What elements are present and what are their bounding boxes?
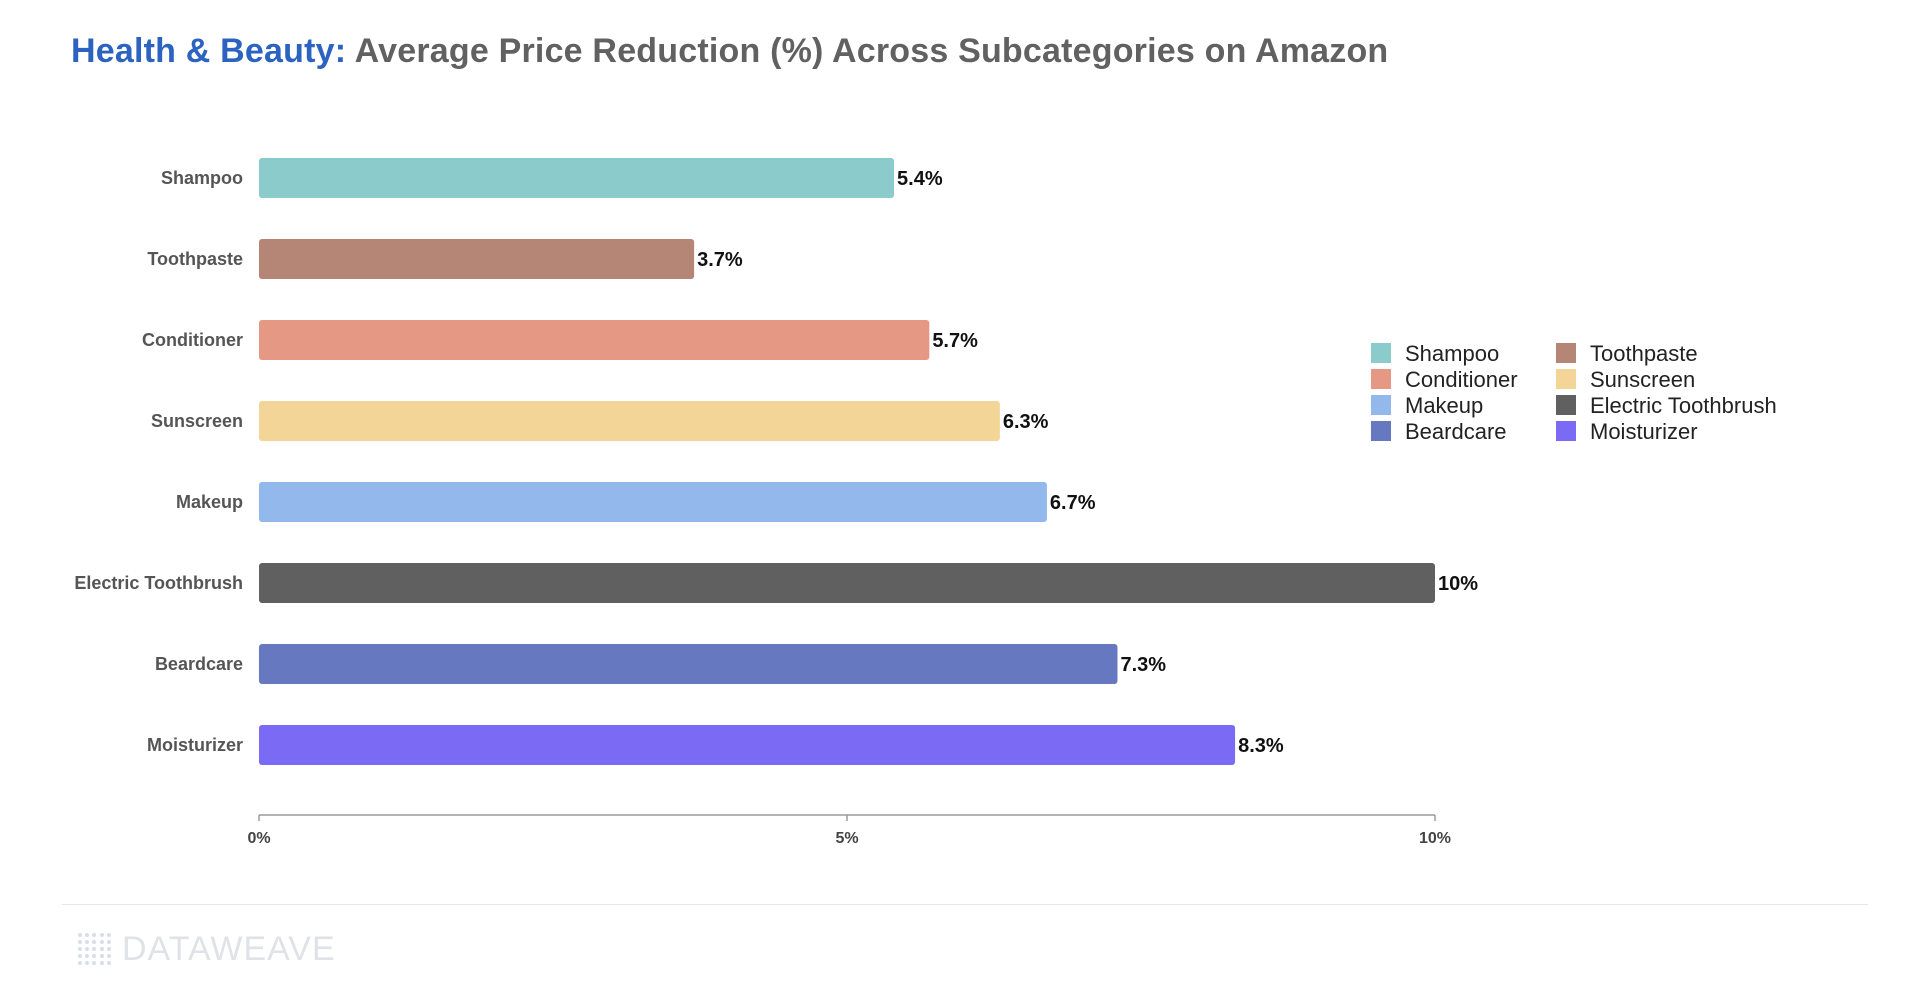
- legend-swatch-sunscreen: [1556, 369, 1576, 389]
- x-tick-label-0: 0%: [247, 830, 270, 847]
- category-label-electric-toothbrush: Electric Toothbrush: [74, 573, 243, 593]
- brand-watermark: DATAWEAVE: [78, 930, 336, 969]
- legend-swatch-beardcare: [1371, 421, 1391, 441]
- category-label-toothpaste: Toothpaste: [147, 249, 243, 269]
- legend-swatch-makeup: [1371, 395, 1391, 415]
- x-tick-label-10: 10%: [1419, 830, 1451, 847]
- bar-moisturizer: [259, 725, 1236, 765]
- bar-beardcare: [259, 644, 1118, 684]
- legend-label-sunscreen: Sunscreen: [1590, 367, 1695, 392]
- category-label-moisturizer: Moisturizer: [147, 735, 243, 755]
- category-label-sunscreen: Sunscreen: [151, 411, 243, 431]
- bar-makeup: [259, 482, 1047, 522]
- legend-swatch-moisturizer: [1556, 421, 1576, 441]
- value-label-sunscreen: 6.3%: [1003, 411, 1049, 433]
- value-label-moisturizer: 8.3%: [1238, 735, 1284, 757]
- legend-swatch-conditioner: [1371, 369, 1391, 389]
- category-label-beardcare: Beardcare: [155, 654, 243, 674]
- chart-title: Health & Beauty: Average Price Reduction…: [71, 32, 1388, 71]
- brand-name: DATAWEAVE: [122, 930, 336, 968]
- category-label-shampoo: Shampoo: [161, 168, 243, 188]
- chart-title-accent: Health & Beauty:: [71, 32, 347, 70]
- brand-logo-icon: [78, 932, 112, 967]
- value-label-toothpaste: 3.7%: [697, 249, 743, 271]
- legend-label-beardcare: Beardcare: [1405, 419, 1507, 444]
- value-label-conditioner: 5.7%: [932, 330, 978, 352]
- legend-swatch-toothpaste: [1556, 343, 1576, 363]
- legend-label-toothpaste: Toothpaste: [1590, 341, 1698, 366]
- chart-title-text: Average Price Reduction (%) Across Subca…: [354, 32, 1389, 70]
- legend-swatch-electric-toothbrush: [1556, 395, 1576, 415]
- value-label-electric-toothbrush: 10%: [1438, 573, 1478, 595]
- value-label-makeup: 6.7%: [1050, 492, 1096, 514]
- bar-chart: Shampoo 5.4% Toothpaste 3.7% Conditioner 5.7%…: [74, 158, 1777, 847]
- legend-label-shampoo: Shampoo: [1405, 341, 1499, 366]
- bar-toothpaste: [259, 239, 695, 279]
- legend-label-moisturizer: Moisturizer: [1590, 419, 1698, 444]
- bar-electric-toothbrush: [259, 563, 1435, 603]
- x-axis-ticks: 0% 5% 10%: [247, 815, 1451, 847]
- value-label-shampoo: 5.4%: [897, 168, 943, 190]
- category-label-conditioner: Conditioner: [142, 330, 243, 350]
- legend-label-makeup: Makeup: [1405, 393, 1483, 418]
- legend-label-electric-toothbrush: Electric Toothbrush: [1590, 393, 1777, 418]
- value-label-beardcare: 7.3%: [1120, 654, 1166, 676]
- bar-shampoo: [259, 158, 895, 198]
- bar-sunscreen: [259, 401, 1000, 441]
- x-tick-label-5: 5%: [835, 830, 858, 847]
- category-label-makeup: Makeup: [176, 492, 243, 512]
- footer-divider: [62, 904, 1868, 905]
- bar-conditioner: [259, 320, 930, 360]
- legend-swatch-shampoo: [1371, 343, 1391, 363]
- legend: Shampoo Toothpaste Conditioner Sunscreen Mak…: [1371, 341, 1777, 444]
- legend-label-conditioner: Conditioner: [1405, 367, 1518, 392]
- bars-group: Shampoo 5.4% Toothpaste 3.7% Conditioner 5.7%…: [74, 158, 1478, 765]
